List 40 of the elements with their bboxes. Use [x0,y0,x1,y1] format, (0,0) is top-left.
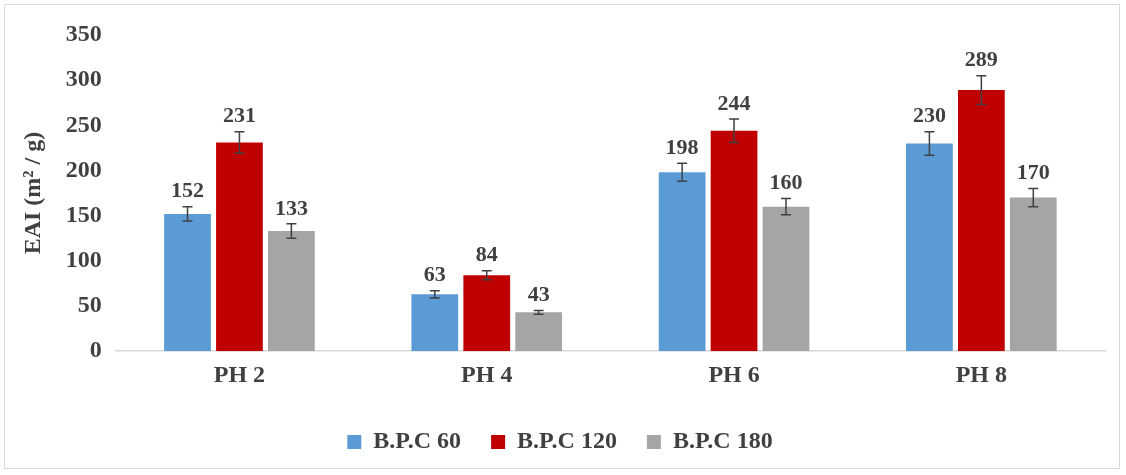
data-label: 133 [274,194,308,220]
legend-label: B.P.C 180 [672,427,773,454]
data-label: 152 [171,177,205,203]
x-tick-label: PH 4 [461,360,513,387]
bar [463,275,511,352]
y-tick-label: 300 [65,65,102,92]
data-label: 63 [423,261,446,287]
bar [216,142,263,352]
bar [957,90,1005,352]
bar [411,294,459,352]
bar [164,213,211,352]
y-tick-label: 50 [77,291,102,318]
data-label: 230 [912,102,946,128]
legend-label: B.P.C 120 [517,427,617,454]
bar [906,143,953,352]
x-tick-label: PH 6 [708,360,760,387]
y-tick-label: 250 [65,110,102,137]
x-tick-label: PH 8 [955,360,1008,387]
bar [268,231,315,352]
y-tick-label: 100 [65,246,102,273]
y-tick-label: 200 [65,155,102,182]
y-tick-label: 150 [65,200,102,227]
y-tick-label: 0 [89,336,102,363]
data-label: 198 [665,133,699,159]
bar [1009,197,1057,352]
legend-label: B.P.C 60 [373,427,462,454]
data-label: 244 [717,89,751,115]
data-label: 170 [1016,159,1050,185]
bar [515,312,563,352]
bar [762,206,810,352]
data-label: 231 [222,102,256,128]
data-label: 43 [527,281,550,307]
data-label: 84 [475,241,498,267]
bar [658,172,706,352]
y-axis-title: EAI (m² / g) [18,131,45,255]
data-label: 289 [964,46,998,72]
x-tick-label: PH 2 [213,360,266,387]
y-tick-label: 350 [65,20,102,47]
bar [710,130,758,352]
data-label: 160 [769,169,803,195]
